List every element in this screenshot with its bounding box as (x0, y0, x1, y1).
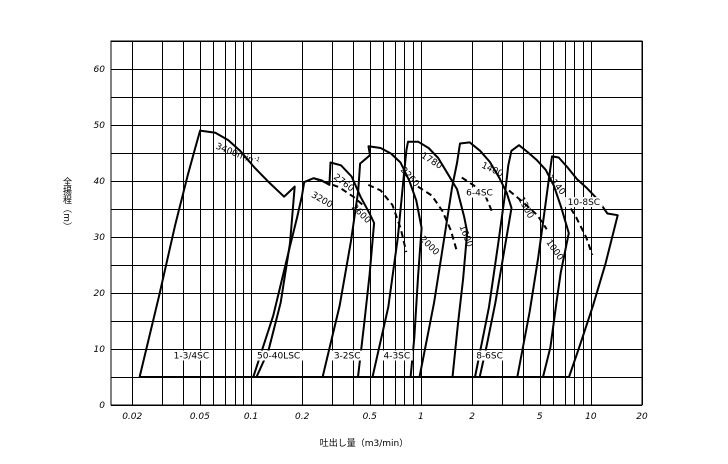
x-tick-label: 0.2 (295, 412, 310, 422)
speed-label: 1400 (480, 161, 505, 180)
y-tick-label: 50 (94, 121, 106, 131)
plot-frame (110, 40, 643, 406)
x-tick-label: 1 (418, 412, 424, 422)
x-tick-label: 0.02 (122, 412, 142, 422)
pump-curve-8-6sc (474, 144, 570, 378)
x-tick-label: 5 (537, 412, 543, 422)
model-label-bg (169, 350, 214, 361)
y-tick-label: 10 (94, 345, 106, 355)
model-label: 10-8SC (568, 198, 600, 208)
model-label: 50-40LSC (257, 352, 300, 362)
pump-curve-10-8sc (516, 155, 619, 378)
x-tick-labels: 0.02 0.05 0.1 0.2 0.5 1 2 5 10 20 (122, 412, 648, 422)
speed-label: 1300 (516, 196, 536, 221)
y-axis-label-group: 全揚程（m） (61, 176, 72, 231)
speed-label: 3200 (309, 190, 334, 210)
y-tick-label: 20 (94, 289, 106, 299)
model-label-bg (380, 350, 413, 361)
x-tick-label: 10 (585, 412, 597, 422)
model-label-bg (254, 350, 304, 361)
reduced-speed-curve (313, 177, 365, 207)
x-tick-label: 2 (469, 412, 475, 422)
pump-curve-4-3sc (371, 140, 469, 378)
model-label: 8-6SC (476, 352, 503, 362)
x-axis-label: 吐出し量（m3/min） (320, 437, 409, 449)
speed-label: 1000 (543, 238, 564, 263)
pump-curves (138, 129, 619, 378)
x-tick-label: 20 (636, 412, 648, 422)
y-tick-labels: 0 10 20 30 40 50 60 (94, 65, 106, 411)
speed-annotations: 3400min-13200276026002260200017801600140… (214, 140, 567, 263)
pump-curve-6-4sc (418, 141, 513, 378)
y-tick-label: 60 (94, 65, 106, 75)
model-label: 6-4SC (466, 189, 493, 199)
y-tick-label: 30 (94, 233, 106, 243)
model-label-bg (463, 187, 496, 198)
model-label-bg (331, 350, 364, 361)
model-label: 4-3SC (383, 352, 410, 362)
model-label-bg (473, 350, 506, 361)
pump-curve-50-40lsc (252, 161, 376, 378)
speed-label: 2600 (349, 203, 372, 226)
reduced-speed-curve (367, 183, 408, 253)
x-tick-label: 0.5 (363, 412, 378, 422)
y-tick-label: 40 (94, 177, 106, 187)
reduced-speed-curve (564, 199, 594, 256)
x-tick-label: 0.1 (244, 412, 258, 422)
model-label: 1-3/4SC (174, 352, 209, 362)
model-label-bg (565, 197, 603, 208)
speed-label: 1600 (456, 224, 474, 249)
reduced-speed-curve (417, 185, 458, 251)
y-tick-label: 0 (99, 401, 105, 411)
model-labels: 1-3/4SC 50-40LSC 3-2SC 4-3SC 8-6SC 6-4SC 10-8S… (169, 187, 603, 362)
speed-label: 1780 (419, 151, 444, 172)
speed-label: 2260 (398, 166, 421, 190)
y-axis-label: 全揚程（m） (61, 176, 72, 231)
x-tick-label: 0.05 (190, 412, 210, 422)
model-label: 3-2SC (334, 352, 361, 362)
speed-label: 3400min-1 (214, 140, 261, 168)
pump-curve-3-2sc (321, 145, 423, 378)
